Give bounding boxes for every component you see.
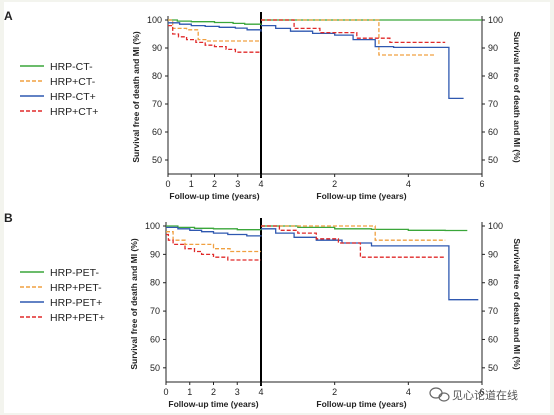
right-y-tick-label: 60 (488, 334, 498, 344)
legend-label: HRP-CT+ (50, 91, 96, 103)
series-line-right-hrp-ct- (261, 19, 446, 44)
left-y-tick-label: 90 (150, 249, 160, 259)
right-x-tick-label: 4 (406, 179, 411, 189)
left-x-tick-label: 2 (211, 387, 216, 397)
wechat-icon (429, 387, 443, 399)
right-y-tick-label: 80 (488, 278, 498, 288)
left-x-tick-label: 1 (189, 179, 194, 189)
series-line-left-hrp-pet- (166, 231, 261, 253)
left-x-axis-title: Follow-up time (years) (169, 191, 259, 201)
right-x-axis-title: Follow-up time (years) (316, 191, 406, 201)
series-line-right-hrp-pet- (261, 225, 446, 241)
legend-label: HRP+PET+ (50, 312, 105, 324)
left-y-axis-title: Survival free of death and MI (%) (131, 31, 141, 162)
left-y-tick-label: 50 (152, 155, 162, 165)
right-y-axis-title: Survival free of death and MI (%) (512, 31, 522, 162)
km-figure: A 50 50 60 60 70 70 80 80 90 90 100 100 0 1 2 3 4 2 4 6 Follo… (4, 2, 550, 413)
left-y-tick-label: 70 (152, 99, 162, 109)
series-line-left-hrp-ct- (168, 24, 261, 53)
left-y-axis-title: Survival free of death and MI (%) (129, 238, 139, 369)
left-y-tick-label: 60 (150, 334, 160, 344)
series-line-left-hrp-pet- (166, 226, 262, 237)
legend-label: HRP-CT- (50, 61, 93, 73)
series-line-right-hrp-ct- (261, 19, 435, 56)
left-x-tick-label: 1 (187, 387, 192, 397)
right-x-axis-title: Follow-up time (years) (316, 399, 406, 409)
right-y-tick-label: 100 (488, 15, 503, 25)
series-line-left-hrp-ct- (168, 19, 261, 42)
series-line-left-hrp-ct- (168, 22, 262, 32)
left-y-tick-label: 60 (152, 127, 162, 137)
left-y-tick-label: 80 (150, 278, 160, 288)
left-y-tick-label: 80 (152, 71, 162, 81)
right-y-axis-title: Survival free of death and MI (%) (512, 238, 522, 369)
legend-label: HRP+CT+ (50, 106, 98, 118)
right-x-tick-label: 2 (332, 179, 337, 189)
left-y-tick-label: 100 (147, 15, 162, 25)
right-y-tick-label: 80 (488, 71, 498, 81)
left-y-tick-label: 100 (145, 221, 160, 231)
left-x-axis-title: Follow-up time (years) (168, 399, 258, 409)
right-x-tick-label: 2 (332, 387, 337, 397)
right-y-tick-label: 70 (488, 99, 498, 109)
watermark-text: 见心论道在线 (452, 388, 518, 402)
series-line-left-hrp-ct- (168, 19, 262, 25)
left-x-tick-label: 0 (165, 179, 170, 189)
series-line-left-hrp-pet- (166, 225, 262, 231)
right-x-tick-label: 4 (406, 387, 411, 397)
legend-label: HRP+PET- (50, 282, 102, 294)
series-line-right-hrp-pet- (261, 225, 468, 232)
right-y-tick-label: 50 (488, 363, 498, 373)
right-y-tick-label: 100 (488, 221, 503, 231)
right-y-tick-label: 90 (488, 43, 498, 53)
panel-letter-A: A (4, 9, 13, 23)
left-y-tick-label: 70 (150, 306, 160, 316)
series-line-left-hrp-pet- (166, 233, 261, 261)
legend-label: HRP+CT- (50, 76, 96, 88)
right-x-tick-label: 6 (479, 179, 484, 189)
legend-label: HRP-PET+ (50, 297, 102, 309)
left-x-tick-label: 3 (235, 387, 240, 397)
right-y-tick-label: 50 (488, 155, 498, 165)
left-x-tick-label: 4 (258, 387, 263, 397)
panel-letter-B: B (4, 211, 13, 225)
watermark: 见心论道在线 (429, 387, 518, 402)
right-y-tick-label: 60 (488, 127, 498, 137)
left-x-tick-label: 3 (235, 179, 240, 189)
left-y-tick-label: 50 (150, 363, 160, 373)
series-line-right-hrp-pet- (261, 228, 479, 301)
series-line-right-hrp-ct- (261, 24, 464, 100)
left-x-tick-label: 2 (212, 179, 217, 189)
right-y-tick-label: 70 (488, 306, 498, 316)
wechat-icon-bubble (438, 392, 450, 402)
left-x-tick-label: 0 (163, 387, 168, 397)
right-y-tick-label: 90 (488, 249, 498, 259)
left-y-tick-label: 90 (152, 43, 162, 53)
series-line-right-hrp-pet- (261, 225, 446, 258)
legend-label: HRP-PET- (50, 267, 100, 279)
right-x-tick-label: 6 (479, 387, 484, 397)
left-x-tick-label: 4 (258, 179, 263, 189)
